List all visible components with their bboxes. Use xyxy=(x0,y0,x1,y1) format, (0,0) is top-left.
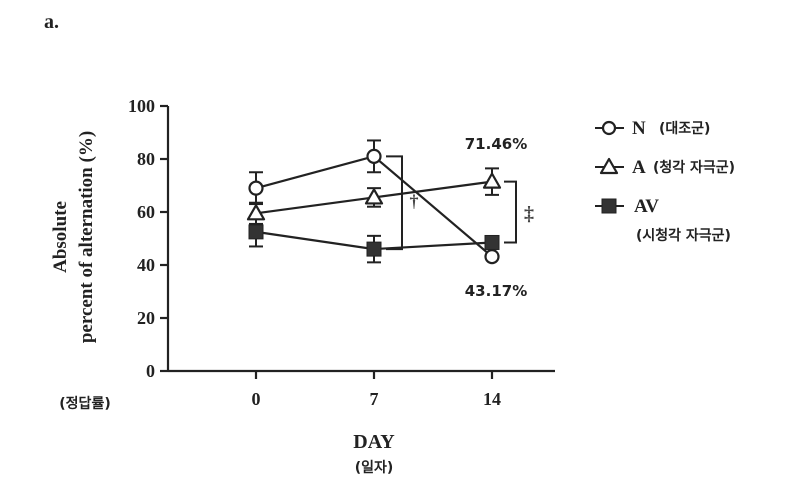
legend-sub-av: (시청각 자극군) xyxy=(636,227,731,244)
dagger-symbol: † xyxy=(410,191,419,211)
legend-marker-square-icon xyxy=(601,198,617,214)
double-dagger-symbol: ‡ xyxy=(524,203,534,225)
y-axis-label-line2: percent of alternation (%) xyxy=(76,131,97,343)
x-axis-label-sub: (일자) xyxy=(355,460,394,476)
x-tick-label: 7 xyxy=(370,389,379,409)
legend-marker-circle-icon xyxy=(601,120,617,136)
y-axis-label-sub: (정답률) xyxy=(59,395,110,412)
legend-marker-triangle-icon xyxy=(599,157,619,175)
legend-item-n: N (대조군) xyxy=(595,118,710,139)
y-tick-label: 0 xyxy=(146,361,155,381)
y-tick-label: 40 xyxy=(137,255,155,275)
plot-area xyxy=(246,139,502,265)
data-point-av xyxy=(484,234,500,250)
bracket-day14 xyxy=(504,180,517,244)
x-tick-label: 14 xyxy=(483,389,501,409)
legend-item-av: AV (시청각 자극군) xyxy=(595,196,731,244)
annotation-upper-value: 71.46% xyxy=(465,135,527,153)
data-point-n xyxy=(366,148,382,164)
legend-item-a: A (청각 자극군) xyxy=(595,157,735,178)
data-point-av xyxy=(248,224,264,240)
legend-sub-n: (대조군) xyxy=(659,121,710,137)
axes: 0 20 40 60 80 100 0 7 14 xyxy=(128,96,555,409)
x-axis-label: DAY xyxy=(353,431,395,453)
data-point-n xyxy=(484,248,500,265)
legend-label-n: N xyxy=(632,118,646,139)
x-tick-label: 0 xyxy=(252,389,261,409)
data-point-av xyxy=(366,241,382,257)
y-tick-label: 80 xyxy=(137,149,155,169)
legend: N (대조군) A (청각 자극군) AV (시청각 자극군) xyxy=(595,118,735,244)
data-point-a xyxy=(482,172,502,189)
panel-label: a. xyxy=(44,11,59,33)
data-point-n xyxy=(248,180,264,196)
y-tick-label: 60 xyxy=(137,202,155,222)
y-tick-label: 100 xyxy=(128,96,155,116)
significance-brackets xyxy=(386,155,517,251)
data-point-a xyxy=(246,204,266,221)
y-axis-label-line1: Absolute xyxy=(50,201,71,273)
legend-sub-a: (청각 자극군) xyxy=(653,159,735,176)
legend-label-a: A xyxy=(632,157,646,178)
data-point-a xyxy=(364,188,384,205)
legend-label-av: AV xyxy=(634,196,659,217)
bracket-day7 xyxy=(386,155,403,251)
y-tick-label: 20 xyxy=(137,308,155,328)
annotation-lower-value: 43.17% xyxy=(465,282,527,300)
